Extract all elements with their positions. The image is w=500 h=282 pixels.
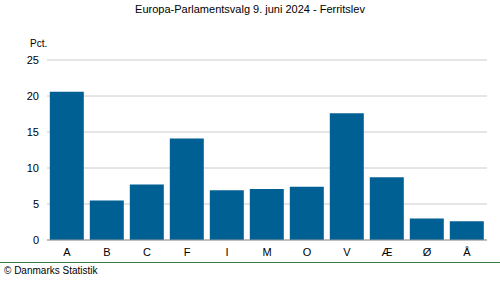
svg-text:0: 0 bbox=[33, 234, 39, 246]
svg-text:25: 25 bbox=[27, 54, 39, 66]
svg-text:I: I bbox=[225, 246, 228, 258]
svg-text:A: A bbox=[63, 246, 71, 258]
svg-text:Å: Å bbox=[463, 246, 471, 258]
svg-text:B: B bbox=[103, 246, 110, 258]
svg-text:M: M bbox=[262, 246, 271, 258]
svg-text:5: 5 bbox=[33, 198, 39, 210]
html-text:© Danmarks Statistik: © Danmarks Statistik bbox=[4, 265, 98, 276]
svg-text:C: C bbox=[143, 246, 151, 258]
svg-text:Æ: Æ bbox=[382, 246, 393, 258]
html-text:Europa-Parlamentsvalg 9. juni: Europa-Parlamentsvalg 9. juni 2024 - Fer… bbox=[135, 3, 365, 15]
svg-text:15: 15 bbox=[27, 126, 39, 138]
svg-text:Ø: Ø bbox=[423, 246, 432, 258]
svg-text:F: F bbox=[184, 246, 191, 258]
svg-text:O: O bbox=[303, 246, 312, 258]
svg-text:V: V bbox=[343, 246, 351, 258]
svg-text:20: 20 bbox=[27, 90, 39, 102]
html-text:Pct.: Pct. bbox=[30, 38, 48, 49]
svg-text:10: 10 bbox=[27, 162, 39, 174]
